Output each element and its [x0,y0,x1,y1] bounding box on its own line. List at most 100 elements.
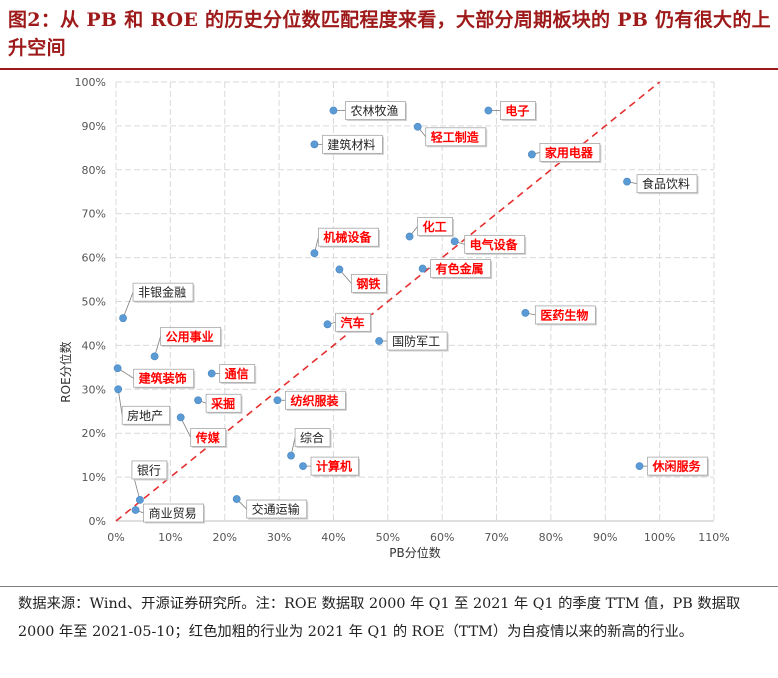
label-box [386,331,448,351]
label-box [534,305,596,325]
source-divider [0,586,778,587]
label-box [294,428,331,447]
data-label-text: 计算机 [316,459,352,474]
data-label-text: 电气设备 [470,237,519,252]
data-point [484,106,493,115]
x-tick-label: 30% [267,531,291,544]
data-point [114,385,123,394]
data-point [273,396,282,405]
data-points [113,106,644,514]
data-label: 家用电器 [539,143,602,163]
data-label: 纺织服装 [285,390,347,411]
data-point [299,462,307,471]
data-label: 电子 [499,101,537,122]
data-point [113,364,122,373]
data-label: 医药生物 [534,305,597,326]
x-tick-label: 80% [539,531,563,544]
data-point [450,237,459,246]
data-point [207,369,216,378]
data-label-text: 电子 [505,103,529,118]
data-label-text: 休闲服务 [652,459,702,474]
label-box [285,390,346,410]
data-point [194,396,202,405]
y-tick-label: 0% [89,515,106,528]
label-box [133,368,195,388]
data-label-text: 建筑装饰 [138,371,187,386]
data-point [635,462,644,471]
y-tick-label: 30% [82,383,106,396]
x-tick-label: 50% [376,531,400,544]
data-label-text: 国防军工 [392,334,440,349]
leader-line [117,389,123,416]
data-label-text: 纺织服装 [290,393,338,408]
data-label: 汽车 [335,312,372,333]
data-label-text: 机械设备 [323,230,372,245]
x-tick-label: 90% [593,531,617,544]
x-tick-label: 0% [107,531,124,544]
data-label: 有色金属 [430,259,493,280]
label-box [351,274,387,293]
y-tick-label: 70% [82,208,106,221]
label-box [647,456,708,476]
data-label: 银行 [131,460,169,481]
data-label-text: 化工 [423,219,447,234]
x-tick-label: 100% [644,531,675,544]
scatter-chart: 0% 10% 20% 30% 40% 50% 60% 70% 80% 90% 100% 110% 0% 1… [0,72,778,584]
label-box [345,101,406,120]
data-label: 采掘 [205,393,243,414]
data-label: 机械设备 [318,227,380,248]
label-box [143,503,204,523]
data-label-text: 农林牧渔 [350,104,398,118]
x-tick-label: 10% [158,531,182,544]
grid [115,81,715,522]
data-point [176,413,185,422]
label-box [160,326,221,346]
data-label: 通信 [219,364,257,384]
x-tick-label: 70% [484,531,508,544]
data-point [405,232,414,241]
data-point [413,122,422,131]
data-label-text: 食品饮料 [642,176,690,191]
data-point [310,249,319,258]
data-point [287,451,295,460]
data-point [323,320,332,329]
label-box [219,364,256,383]
data-label: 轻工制造 [425,127,488,148]
y-tick-label: 90% [82,120,106,133]
data-label-text: 非银金融 [138,285,186,300]
y-tick-label: 20% [82,427,106,440]
label-box [499,101,536,120]
data-label-text: 传媒 [195,430,221,445]
data-label: 建筑材料 [322,134,384,155]
data-point [119,314,127,323]
data-label: 食品饮料 [636,174,699,195]
title-divider [0,68,778,70]
x-axis-label: PB分位数 [389,545,440,560]
data-point [136,496,144,504]
label-box [335,312,371,332]
label-box [430,259,492,278]
data-label: 商业贸易 [143,503,206,524]
data-point [375,337,384,345]
data-label-text: 汽车 [340,315,364,330]
label-box [190,427,227,447]
data-label-text: 钢铁 [356,276,380,291]
data-label: 交通运输 [246,499,309,520]
data-label-text: 房地产 [127,408,163,423]
data-point [232,495,241,503]
y-tick-label: 100% [75,76,106,89]
data-point [418,264,427,273]
data-label-text: 商业贸易 [149,506,197,521]
x-tick-label: 60% [430,531,454,544]
label-box [636,174,698,194]
label-box [322,134,383,154]
data-label-text: 家用电器 [545,145,594,160]
data-label: 传媒 [190,427,228,448]
label-box [318,227,379,247]
data-label-text: 轻工制造 [431,129,480,144]
data-point [150,352,159,361]
data-label: 综合 [294,428,332,449]
source-note: 数据来源：Wind、开源证券研究所。注：ROE 数据取 2000 年 Q1 至 … [18,596,741,640]
label-box [121,405,171,425]
chart-svg: 0% 10% 20% 30% 40% 50% 60% 70% 80% 90% 100% 110% 0% 1… [58,76,730,560]
